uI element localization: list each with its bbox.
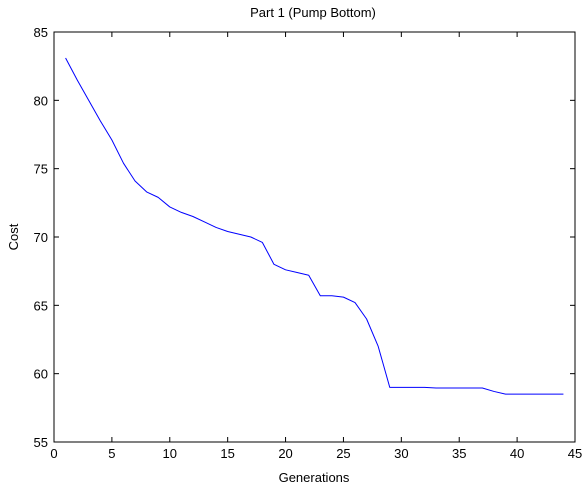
- y-tick-label-6: 85: [34, 25, 48, 40]
- y-tick-label-1: 60: [34, 367, 48, 382]
- y-tick-label-5: 80: [34, 93, 48, 108]
- x-tick-label-1: 5: [108, 446, 115, 461]
- y-tick-label-3: 70: [34, 230, 48, 245]
- x-tick-label-5: 25: [336, 446, 350, 461]
- plot-area-frame: [53, 31, 576, 443]
- y-tick-label-4: 75: [34, 162, 48, 177]
- x-axis-title: Generations: [279, 470, 350, 485]
- y-tick-label-2: 65: [34, 298, 48, 313]
- series-group: [65, 57, 564, 395]
- x-tick-label-9: 45: [568, 446, 582, 461]
- chart-title: Part 1 (Pump Bottom): [250, 5, 376, 20]
- x-tick-label-7: 35: [452, 446, 466, 461]
- y-axis-title: Cost: [6, 223, 21, 250]
- x-tick-label-3: 15: [220, 446, 234, 461]
- series-line-0: [65, 57, 564, 395]
- x-tick-label-0: 0: [50, 446, 57, 461]
- axis-ticks: 0 5 10 15 20 25 30 35 40 45 55 60 65 70 75 80 85: [34, 25, 583, 461]
- y-tick-label-0: 55: [34, 435, 48, 450]
- x-tick-label-2: 10: [163, 446, 177, 461]
- x-tick-label-6: 30: [394, 446, 408, 461]
- x-tick-label-8: 40: [510, 446, 524, 461]
- x-tick-label-4: 20: [278, 446, 292, 461]
